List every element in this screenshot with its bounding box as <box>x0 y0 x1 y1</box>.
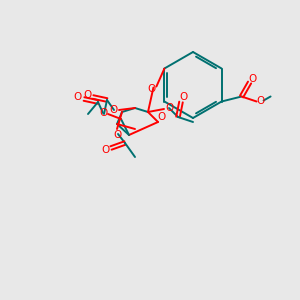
Text: O: O <box>256 97 265 106</box>
Text: O: O <box>83 90 91 100</box>
Text: O: O <box>99 108 107 118</box>
Text: O: O <box>157 112 165 122</box>
Text: O: O <box>180 92 188 102</box>
Text: O: O <box>101 145 109 155</box>
Text: O: O <box>165 103 173 113</box>
Text: O: O <box>74 92 82 102</box>
Text: O: O <box>248 74 257 83</box>
Text: O: O <box>147 85 155 94</box>
Text: O: O <box>110 105 118 115</box>
Text: O: O <box>114 130 122 140</box>
